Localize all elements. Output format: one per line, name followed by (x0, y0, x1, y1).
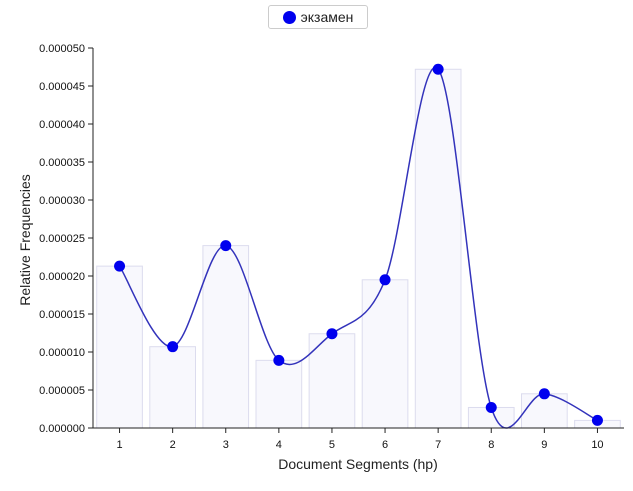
data-point-7[interactable] (432, 63, 444, 75)
data-point-8[interactable] (485, 401, 497, 413)
legend-label: экзамен (300, 9, 354, 25)
data-point-10[interactable] (591, 414, 603, 426)
bar-3 (202, 245, 250, 429)
x-tick-label: 3 (223, 439, 229, 451)
bar-6 (361, 279, 409, 429)
x-tick-label: 2 (170, 439, 176, 451)
data-point-9[interactable] (538, 388, 550, 400)
data-point-4[interactable] (273, 354, 285, 366)
y-axis: 0.000000 0.000005 0.000010 0.000015 0.000020… (39, 43, 94, 435)
y-tick-label: 0.000040 (39, 119, 85, 131)
legend-swatch-icon (282, 10, 296, 24)
points-group (114, 63, 603, 426)
x-axis: 1 2 3 4 5 6 7 8 9 10 (93, 427, 624, 451)
y-tick-label: 0.000010 (39, 347, 85, 359)
bar-4 (255, 359, 303, 429)
y-tick-label: 0.000005 (39, 385, 85, 397)
y-tick-label: 0.000015 (39, 309, 85, 321)
y-tick-label: 0.000045 (39, 81, 85, 93)
y-tick-label: 0.000000 (39, 423, 85, 435)
data-point-3[interactable] (220, 240, 232, 252)
x-tick-label: 5 (329, 439, 335, 451)
bar-9 (521, 393, 568, 429)
y-axis-title: Relative Frequencies (17, 174, 33, 306)
bars-group (96, 68, 621, 429)
data-point-1[interactable] (114, 260, 126, 272)
legend[interactable]: экзамен (268, 5, 368, 29)
y-tick-label: 0.000035 (39, 157, 85, 169)
data-point-6[interactable] (379, 274, 391, 286)
x-tick-label: 7 (435, 439, 441, 451)
y-tick-label: 0.000050 (39, 43, 85, 55)
x-tick-label: 6 (382, 439, 388, 451)
y-tick-label: 0.000020 (39, 271, 85, 283)
bar-1 (96, 265, 143, 429)
x-tick-label: 9 (541, 439, 547, 451)
data-point-2[interactable] (167, 341, 179, 353)
bar-2 (149, 346, 196, 429)
y-tick-label: 0.000030 (39, 195, 85, 207)
y-tick-label: 0.000025 (39, 233, 85, 245)
x-tick-label: 10 (591, 439, 603, 451)
bar-5 (308, 333, 356, 429)
data-point-5[interactable] (326, 328, 338, 340)
x-tick-label: 1 (116, 439, 122, 451)
x-tick-label: 4 (276, 439, 282, 451)
x-tick-label: 8 (488, 439, 494, 451)
bar-7 (414, 68, 462, 429)
x-axis-title: Document Segments (hp) (278, 456, 438, 472)
